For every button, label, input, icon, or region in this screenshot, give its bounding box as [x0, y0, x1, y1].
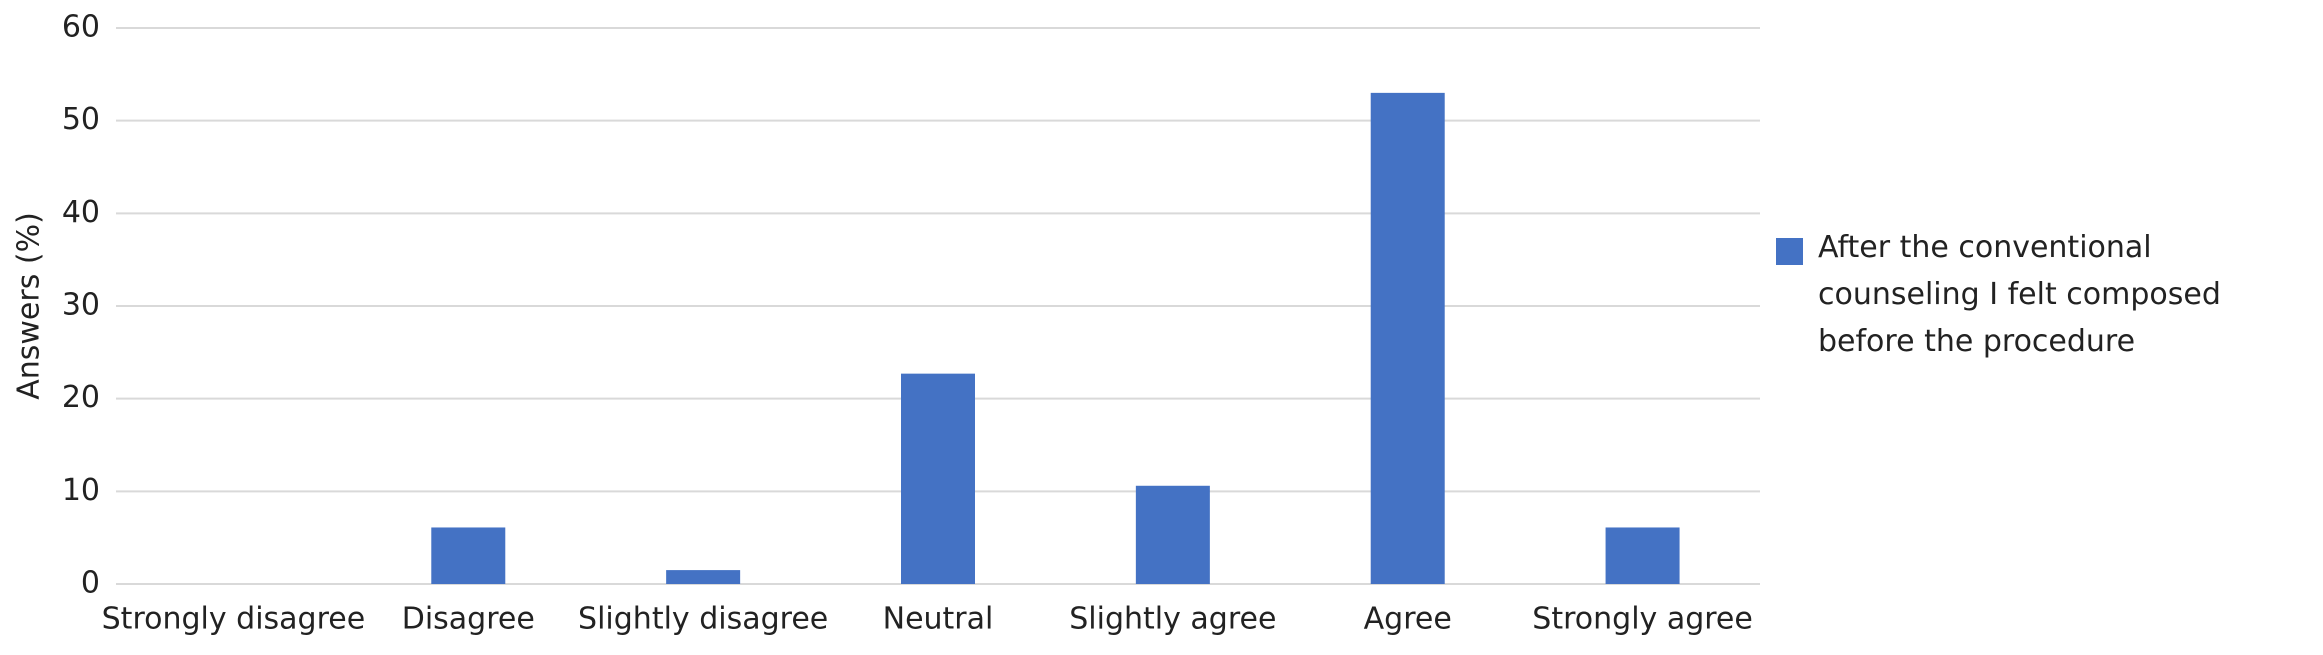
x-tick-label: Strongly disagree — [102, 602, 366, 637]
x-tick-label: Agree — [1364, 602, 1452, 637]
y-tick-label: 0 — [81, 566, 100, 601]
bar — [666, 570, 741, 584]
bar — [1605, 527, 1680, 584]
bar — [901, 373, 975, 584]
legend-swatch — [1776, 238, 1803, 265]
y-tick-label: 30 — [62, 288, 100, 323]
x-tick-label: Neutral — [883, 602, 994, 637]
x-tick-label: Disagree — [402, 602, 535, 637]
y-tick-label: 10 — [62, 473, 100, 508]
bar — [1370, 92, 1445, 584]
y-tick-label: 40 — [62, 195, 100, 230]
x-tick-label: Strongly agree — [1532, 602, 1753, 637]
legend-label: After the conventional counseling I felt… — [1818, 230, 2221, 359]
bar — [431, 527, 506, 584]
x-tick-label: Slightly disagree — [578, 602, 828, 637]
y-axis-label: Answers (%) — [12, 212, 47, 400]
y-tick-label: 20 — [62, 380, 100, 415]
x-tick-label: Slightly agree — [1069, 602, 1276, 637]
bar — [1135, 485, 1210, 584]
legend: After the conventional counseling I felt… — [1776, 230, 2313, 365]
y-tick-label: 50 — [62, 102, 100, 137]
y-tick-label: 60 — [62, 10, 100, 45]
